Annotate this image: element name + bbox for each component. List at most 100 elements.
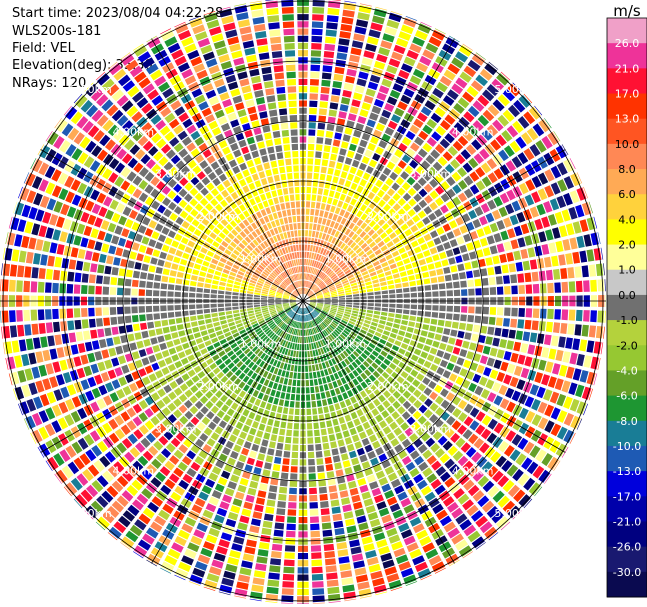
ray-gate <box>141 488 153 500</box>
ray-gate <box>347 480 357 489</box>
ray-gate <box>324 302 331 305</box>
ray-gate <box>350 331 358 337</box>
ray-gate <box>246 136 255 145</box>
ray-gate <box>26 398 37 412</box>
ray-gate <box>344 127 353 135</box>
ray-gate <box>47 335 55 347</box>
ray-gate <box>275 296 282 298</box>
ray-gate <box>206 250 215 257</box>
ray-gate <box>318 324 323 331</box>
ray-gate <box>320 501 329 508</box>
ray-gate <box>293 372 297 379</box>
ray-gate <box>180 336 188 344</box>
ray-gate <box>129 209 138 220</box>
ray-gate <box>328 359 334 367</box>
ray-gate <box>150 257 158 265</box>
ray-gate <box>481 316 489 325</box>
ray-gate <box>253 437 262 445</box>
ray-gate <box>124 373 134 384</box>
ray-gate <box>318 316 323 321</box>
ray-gate <box>351 233 358 241</box>
ray-gate <box>157 259 165 267</box>
ray-gate <box>230 142 239 152</box>
ray-gate <box>461 289 468 296</box>
ray-gate <box>420 21 432 28</box>
ray-gate <box>243 210 250 218</box>
ray-gate <box>340 343 347 350</box>
ray-gate <box>276 293 283 296</box>
ray-gate <box>42 378 52 391</box>
ray-gate <box>338 305 345 309</box>
ray-gate <box>290 303 297 306</box>
ray-gate <box>339 209 346 217</box>
ray-gate <box>308 282 312 288</box>
ray-gate <box>323 145 331 153</box>
ray-gate <box>442 95 455 106</box>
ray-gate <box>254 180 262 188</box>
ray-gate <box>153 305 160 312</box>
ray-gate <box>431 131 442 142</box>
ray-gate <box>369 481 379 490</box>
ray-gate <box>343 282 350 287</box>
ray-gate <box>198 101 209 111</box>
ray-gate <box>525 284 533 294</box>
ray-gate <box>323 306 330 309</box>
ray-gate <box>275 259 281 266</box>
ray-gate <box>299 315 301 322</box>
ray-gate <box>158 234 167 243</box>
ray-gate <box>408 275 416 281</box>
ray-gate <box>264 346 271 354</box>
ray-gate <box>267 579 280 587</box>
ray-gate <box>499 253 507 263</box>
ray-gate <box>40 336 48 348</box>
ray-gate <box>105 209 114 220</box>
ray-gate <box>228 275 235 281</box>
ray-gate <box>325 464 334 472</box>
ray-gate <box>365 316 372 321</box>
ray-gate <box>400 497 412 508</box>
ray-gate <box>342 407 349 416</box>
ray-gate <box>316 304 323 307</box>
ray-gate <box>268 254 275 261</box>
ray-gate <box>387 258 395 265</box>
ray-gate <box>160 28 172 35</box>
ray-gate <box>365 88 376 97</box>
ray-gate <box>205 478 216 488</box>
ray-gate <box>296 322 299 329</box>
ray-gate <box>305 208 310 215</box>
ray-gate <box>389 503 401 513</box>
ray-gate <box>244 546 256 555</box>
ray-gate <box>203 51 215 61</box>
ray-gate <box>322 310 328 315</box>
ray-gate <box>503 217 512 228</box>
ray-gate <box>369 325 377 331</box>
ray-gate <box>315 307 322 311</box>
ray-gate <box>178 393 188 403</box>
ray-gate <box>499 398 510 410</box>
ray-gate <box>534 486 543 497</box>
ray-gate <box>230 505 241 514</box>
ray-gate <box>234 225 242 233</box>
ray-gate <box>527 221 537 233</box>
ray-gate <box>223 67 235 77</box>
ray-gate <box>394 149 404 158</box>
ray-gate <box>320 285 327 290</box>
ray-gate <box>337 200 344 208</box>
ray-gate <box>328 243 334 251</box>
ray-gate <box>423 278 431 285</box>
ray-gate <box>45 309 52 320</box>
ray-gate <box>317 472 326 480</box>
ray-gate <box>150 188 160 199</box>
ray-gate <box>290 230 295 238</box>
ray-gate <box>288 408 294 415</box>
ray-gate <box>453 488 465 500</box>
ray-gate <box>446 305 453 312</box>
ray-gate <box>409 159 419 169</box>
ray-gate <box>219 8 233 18</box>
ray-gate <box>481 277 489 286</box>
ray-gate <box>406 219 415 227</box>
ray-gate <box>111 480 124 493</box>
ray-gate <box>31 323 39 335</box>
ray-gate <box>338 556 350 564</box>
ray-gate <box>294 408 300 416</box>
